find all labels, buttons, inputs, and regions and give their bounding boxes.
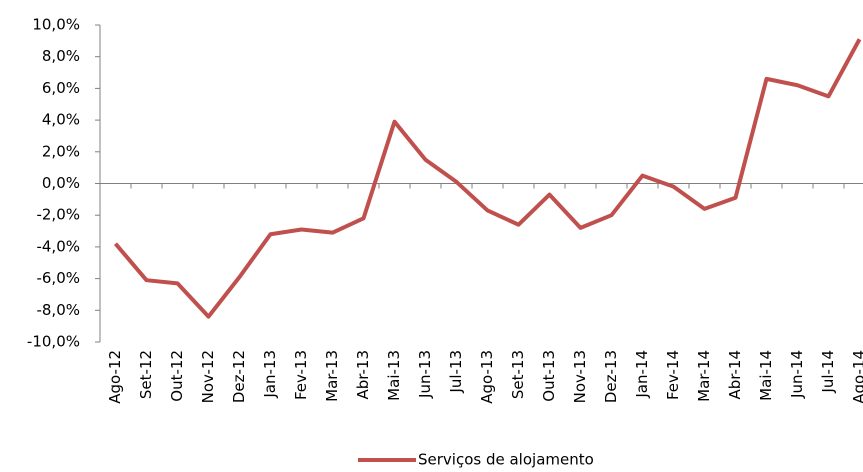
x-tick-label: Dez-12	[230, 350, 248, 403]
y-tick-label: -6,0%	[36, 269, 80, 287]
line	[113, 38, 862, 319]
x-tick-label: Nov-13	[571, 350, 589, 403]
x-tick-label: Mar-14	[695, 350, 713, 402]
x-tick-label: Jun-14	[788, 350, 806, 399]
y-tick-label: 10,0%	[32, 16, 80, 34]
x-tick-label: Abr-13	[354, 350, 372, 400]
x-tick-label: Ago-14	[850, 350, 863, 404]
y-tick-label: -4,0%	[36, 237, 80, 255]
x-tick-label: Jan-13	[261, 350, 279, 399]
x-tick-label: Dez-13	[602, 350, 620, 403]
x-tick-label: Mai-13	[385, 350, 403, 401]
x-tick-label: Out-13	[540, 350, 558, 402]
x-tick-label: Set-12	[137, 350, 155, 399]
y-tick-label: 8,0%	[42, 47, 80, 65]
x-tick-label: Fev-14	[664, 350, 682, 400]
x-tick-label: Out-12	[168, 350, 186, 402]
y-tick-label: -8,0%	[36, 301, 80, 319]
y-tick-label: 0,0%	[42, 174, 80, 192]
y-tick-label: 6,0%	[42, 79, 80, 97]
x-tick-label: Ago-13	[478, 350, 496, 404]
x-tick-label: Jul-13	[447, 350, 465, 394]
y-tick-label: 4,0%	[42, 111, 80, 129]
x-tick-label: Jul-14	[819, 350, 837, 394]
x-tick-label: Nov-12	[199, 350, 217, 403]
legend-label: Serviços de alojamento	[418, 451, 594, 469]
x-tick-label: Jun-13	[416, 350, 434, 399]
y-tick-label: -10,0%	[27, 333, 80, 351]
y-tick-label: 2,0%	[42, 142, 80, 160]
x-tick-label: Abr-14	[726, 350, 744, 400]
x-tick-label: Mai-14	[757, 350, 775, 401]
x-tick-label: Mar-13	[323, 350, 341, 402]
x-tick-label: Ago-12	[106, 350, 124, 404]
x-tick-label: Set-13	[509, 350, 527, 399]
x-tick-label: Fev-13	[292, 350, 310, 400]
y-tick-label: -2,0%	[36, 206, 80, 224]
x-tick-label: Jan-14	[633, 350, 651, 399]
